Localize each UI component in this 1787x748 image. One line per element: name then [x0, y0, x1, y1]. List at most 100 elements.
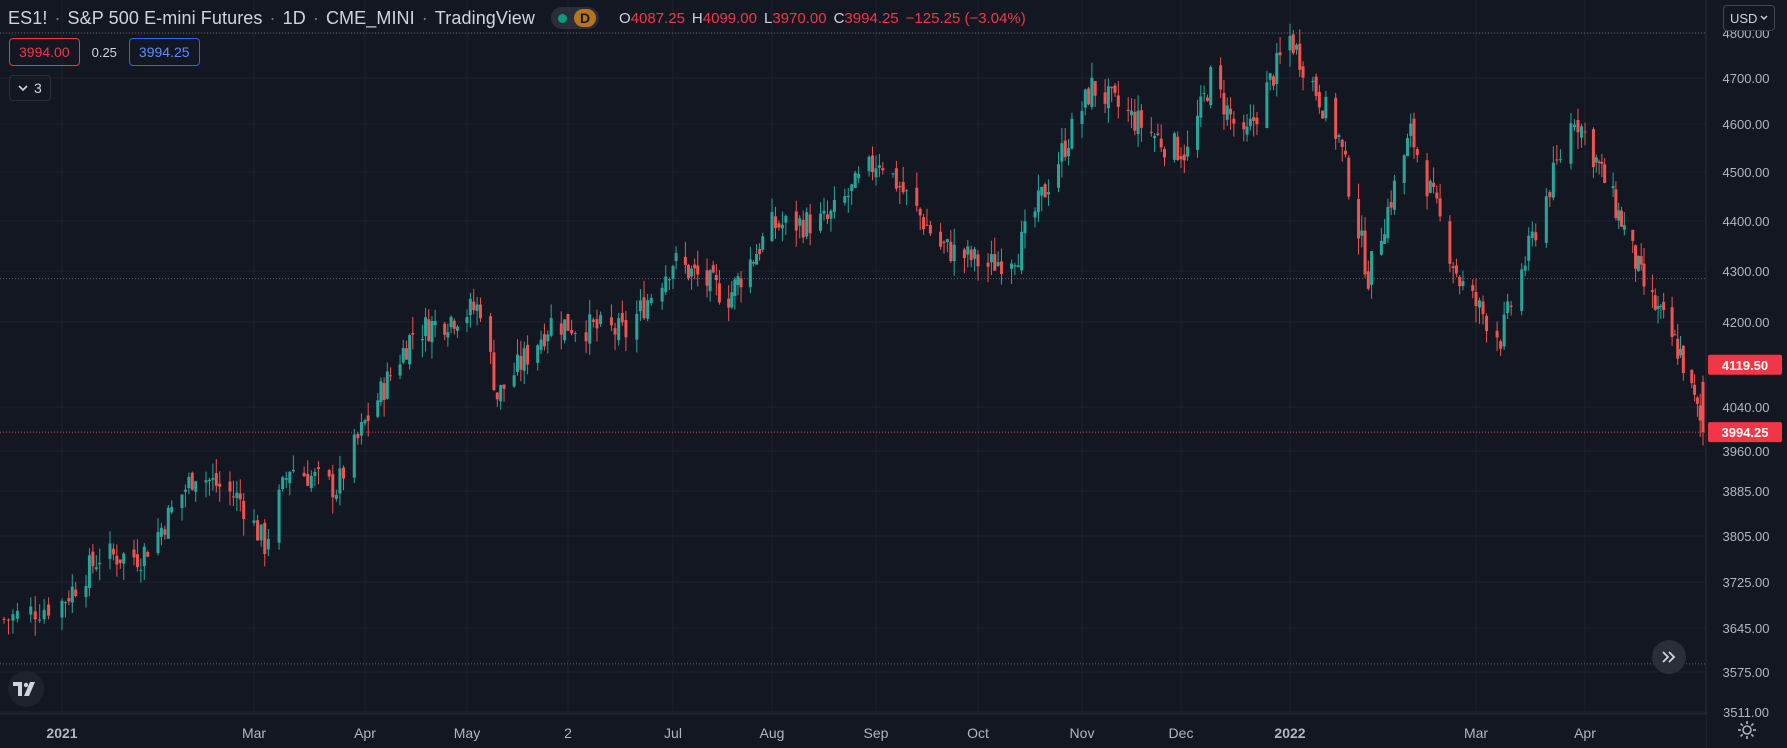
currency-button[interactable]: USD	[1723, 5, 1776, 31]
candle-body	[730, 292, 734, 308]
candle	[430, 316, 434, 359]
candle	[683, 241, 687, 274]
symbol-exchange: CME_MINI	[325, 7, 415, 28]
candle-body	[1337, 135, 1341, 138]
candle	[1301, 61, 1305, 91]
candle-body	[74, 589, 78, 596]
candle-body	[1043, 184, 1047, 198]
candle-body	[84, 586, 88, 597]
candle	[1255, 111, 1259, 136]
price-axis[interactable]: 4800.004700.004600.004500.004400.004300.…	[1705, 0, 1787, 748]
scroll-to-realtime-button[interactable]	[1652, 640, 1686, 674]
candle-body	[1448, 221, 1452, 264]
candle-body	[1067, 148, 1071, 157]
sell-button[interactable]: 3994.00	[9, 38, 80, 66]
candle	[874, 155, 878, 186]
candle	[1636, 255, 1640, 272]
candle	[638, 289, 642, 322]
candle-body	[1271, 76, 1275, 86]
gear-icon[interactable]	[1736, 719, 1758, 741]
candle	[465, 309, 469, 332]
candle	[739, 271, 743, 303]
candle-body	[850, 184, 854, 192]
candle	[63, 600, 67, 618]
buy-button[interactable]: 3994.25	[128, 38, 200, 66]
candle-body	[915, 187, 919, 206]
candle-body	[465, 317, 469, 324]
candle	[1179, 147, 1183, 168]
candle	[539, 330, 543, 354]
candle	[1278, 37, 1282, 65]
indicators-collapse-button[interactable]: 3	[9, 75, 51, 101]
candle	[443, 321, 447, 341]
candle	[918, 207, 922, 231]
candle	[642, 280, 646, 321]
candle	[363, 418, 367, 426]
candle-body	[591, 319, 595, 322]
candle-body	[584, 332, 588, 342]
candle	[952, 228, 956, 276]
candle	[1110, 86, 1114, 103]
market-open-icon	[558, 13, 568, 23]
candle	[949, 230, 953, 263]
candle-body	[588, 314, 592, 344]
candle-body	[717, 283, 721, 303]
candle-body	[38, 619, 42, 621]
candle-body	[1324, 96, 1328, 119]
tradingview-logo[interactable]	[8, 671, 44, 707]
candle-body	[986, 262, 990, 267]
candle-body	[1063, 140, 1067, 158]
candle	[1389, 190, 1393, 216]
price-label-bg	[1708, 354, 1782, 375]
time-tick-label: 2	[564, 725, 572, 741]
candle-body	[42, 609, 46, 620]
candle	[132, 539, 136, 566]
candle-body	[338, 468, 342, 494]
candle	[705, 258, 709, 298]
candle-body	[881, 168, 885, 171]
candle	[1176, 131, 1180, 162]
candle	[408, 333, 412, 370]
candle-body	[366, 415, 370, 421]
time-axis[interactable]: 2021 Mar Apr May 2 Jul Aug Sep Oct Nov Dec 2022 Mar A…	[0, 713, 1706, 748]
market-status[interactable]: D	[551, 7, 600, 29]
symbol-title[interactable]: ES1! · S&P 500 E-mini Futures · 1D · CME_MINI ·…	[8, 7, 536, 28]
candle-body	[1558, 159, 1562, 161]
candle-body	[1478, 300, 1482, 308]
trade-panel: 3994.00 0.25 3994.25	[9, 38, 200, 66]
candle-body	[1405, 137, 1409, 157]
candle	[495, 392, 499, 407]
candle	[542, 323, 546, 351]
price-tick-label: 4200.00	[1723, 315, 1770, 330]
candle	[999, 248, 1003, 285]
candle-body	[404, 348, 408, 360]
candle	[1600, 153, 1604, 178]
candle	[727, 285, 731, 322]
candle-body	[489, 316, 493, 352]
candle	[758, 243, 762, 261]
candle-body	[1172, 133, 1176, 160]
candle-body	[1499, 341, 1503, 349]
candle-body	[969, 249, 973, 261]
candle	[359, 413, 363, 445]
candle-body	[430, 321, 434, 343]
candle-body	[1301, 66, 1305, 78]
candle-body	[1083, 89, 1087, 108]
candle-body	[1583, 131, 1587, 133]
candle	[1149, 117, 1153, 137]
candle	[1572, 119, 1576, 132]
candle-body	[1551, 162, 1555, 198]
candle-body	[822, 210, 826, 214]
candle-body	[1481, 301, 1485, 315]
candle	[1676, 324, 1680, 365]
candle-body	[334, 494, 338, 500]
candle-body	[284, 478, 288, 480]
indicator-count: 3	[34, 80, 42, 96]
candle-body	[905, 190, 909, 192]
candle	[635, 300, 639, 353]
candle-body	[424, 317, 428, 337]
candle	[1415, 147, 1419, 163]
candle	[599, 311, 603, 327]
candle	[1620, 206, 1624, 227]
